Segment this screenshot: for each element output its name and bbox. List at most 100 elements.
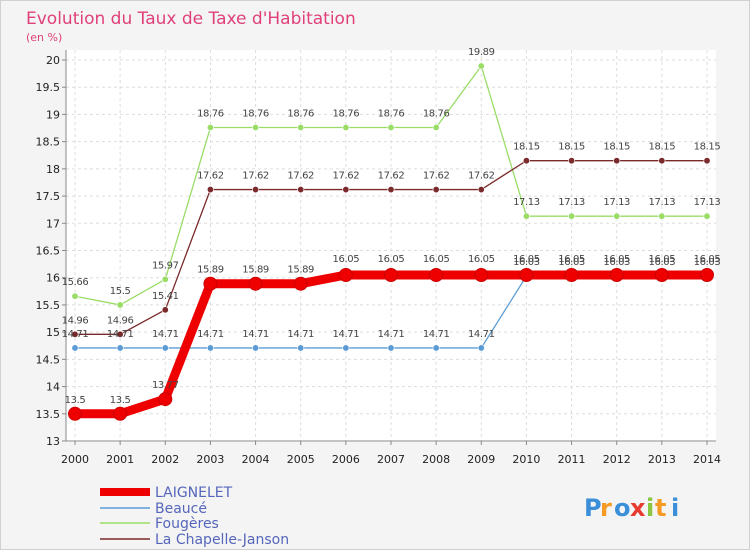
data-point xyxy=(116,330,124,338)
data-point xyxy=(158,392,173,407)
data-point xyxy=(564,267,579,282)
data-label: 17.62 xyxy=(197,171,224,182)
y-tick-label: 13.5 xyxy=(36,408,61,421)
data-label: 15.97 xyxy=(152,260,179,271)
data-label: 17.62 xyxy=(287,171,314,182)
y-tick-label: 16 xyxy=(46,272,60,285)
data-label: 18.15 xyxy=(513,142,540,153)
data-point xyxy=(432,123,440,131)
data-label: 15.66 xyxy=(62,277,89,288)
y-tick-label: 17.5 xyxy=(36,190,61,203)
data-label: 14.71 xyxy=(333,329,360,340)
data-point xyxy=(293,276,308,291)
x-tick-label: 2008 xyxy=(422,453,450,466)
x-tick-label: 2005 xyxy=(287,453,315,466)
logo-letter: i xyxy=(646,494,654,522)
logo-letter: t xyxy=(655,494,666,522)
data-point xyxy=(703,157,711,165)
chart-title: Evolution du Taux de Taxe d'Habitation xyxy=(26,9,356,29)
data-label: 18.76 xyxy=(287,108,314,119)
data-point xyxy=(342,123,350,131)
y-tick-label: 18 xyxy=(46,163,60,176)
data-point xyxy=(609,267,624,282)
data-label: 13.77 xyxy=(152,380,179,391)
data-label: 17.62 xyxy=(242,171,269,182)
data-point xyxy=(387,186,395,194)
y-tick-label: 15.5 xyxy=(36,299,61,312)
series-group xyxy=(68,62,714,421)
data-point xyxy=(297,123,305,131)
legend-label: LAIGNELET xyxy=(155,485,233,501)
x-tick-label: 2012 xyxy=(603,453,631,466)
data-point xyxy=(613,212,621,220)
data-label: 16.05 xyxy=(513,254,540,265)
data-label: 16.05 xyxy=(603,254,630,265)
y-tick-label: 18.5 xyxy=(36,136,61,149)
data-point xyxy=(252,123,260,131)
data-label: 15.89 xyxy=(287,265,314,276)
proxiti-logo: Pr o x i t i xyxy=(584,494,679,522)
data-label: 16.05 xyxy=(558,254,585,265)
data-label: 16.05 xyxy=(378,254,405,265)
data-point xyxy=(703,212,711,220)
data-point xyxy=(654,267,669,282)
chart-subtitle: (en %) xyxy=(26,31,62,44)
data-label: 18.76 xyxy=(242,108,269,119)
y-tick-label: 19 xyxy=(46,108,60,121)
x-tick-label: 2002 xyxy=(151,453,179,466)
data-label: 18.15 xyxy=(694,142,721,153)
data-point xyxy=(477,186,485,194)
data-point xyxy=(384,267,398,282)
data-label: 17.13 xyxy=(558,197,585,208)
x-tick-label: 2007 xyxy=(377,453,405,466)
y-tick-label: 15 xyxy=(46,326,60,339)
y-tick-label: 14.5 xyxy=(36,353,61,366)
data-label: 16.05 xyxy=(649,254,676,265)
data-label: 18.15 xyxy=(649,142,676,153)
y-tick-label: 13 xyxy=(46,435,60,448)
data-label: 13.5 xyxy=(65,395,86,406)
data-label: 16.03 xyxy=(558,257,585,268)
logo-letter: r xyxy=(600,494,612,522)
data-label: 17.13 xyxy=(694,197,721,208)
data-label: 15.5 xyxy=(110,286,131,297)
data-point xyxy=(477,62,485,70)
data-label: 17.62 xyxy=(333,171,360,182)
data-label: 16.05 xyxy=(468,254,495,265)
logo-letter: o xyxy=(614,494,631,522)
data-label: 16.03 xyxy=(513,257,540,268)
data-point xyxy=(116,344,124,352)
data-point xyxy=(522,157,530,165)
data-label: 17.13 xyxy=(513,197,540,208)
legend-label: Beaucé xyxy=(155,501,207,517)
data-point xyxy=(206,186,214,194)
y-tick-label: 16.5 xyxy=(36,245,61,258)
logo-letter: i xyxy=(671,494,679,522)
data-label: 16.03 xyxy=(603,257,630,268)
data-label: 14.71 xyxy=(197,329,224,340)
x-tick-label: 2009 xyxy=(467,453,495,466)
data-point xyxy=(474,267,489,282)
data-label: 14.71 xyxy=(468,329,495,340)
data-label: 18.76 xyxy=(197,108,224,119)
data-label: 14.71 xyxy=(423,329,450,340)
data-label: 19.89 xyxy=(468,47,495,58)
data-point xyxy=(387,344,395,352)
data-label: 16.05 xyxy=(694,254,721,265)
data-point xyxy=(477,344,485,352)
data-point xyxy=(700,267,714,282)
data-label: 17.62 xyxy=(378,171,405,182)
data-point xyxy=(519,267,534,282)
data-point xyxy=(161,275,169,283)
data-point xyxy=(387,123,395,131)
x-tick-label: 2004 xyxy=(242,453,270,466)
data-label: 13.5 xyxy=(110,395,131,406)
data-label: 15.41 xyxy=(152,291,179,302)
data-label: 18.76 xyxy=(423,108,450,119)
data-point xyxy=(161,344,169,352)
data-label: 14.71 xyxy=(107,329,134,340)
x-tick-label: 2003 xyxy=(196,453,224,466)
data-point xyxy=(206,344,214,352)
data-label: 15.89 xyxy=(197,265,224,276)
